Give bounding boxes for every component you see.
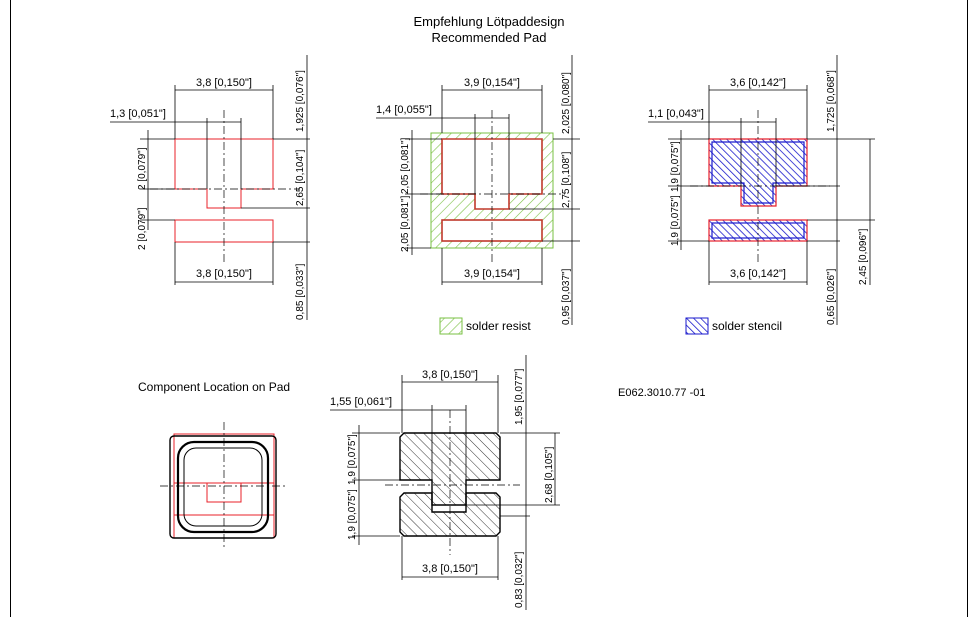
right-left-top-label: 1,9 [0,075"] [670,141,681,192]
legend: solder resist solder stencil [439,317,782,335]
document-id: E062.3010.77 -01 [618,387,706,399]
right-left-bottom-label: 1,9 [0,075"] [670,195,681,246]
right-bottom-width-label: 3,6 [0,142"] [730,268,786,280]
component-body [169,435,277,539]
right-bottom-right-label: 0,65 [0,026"] [826,268,837,325]
left-bottom-width-label: 3,8 [0,150"] [196,268,252,280]
middle-left-bottom-label: 2,05 [0,081"] [400,195,411,252]
right-right-top-label: 1,725 [0,068"] [826,70,837,132]
left-pad-drawing: 3,8 [0,150"] 1,3 [0,051"] 2 [0,079"] 2 [… [110,55,310,320]
bottom-bottom-right-label: 0,83 [0,032"] [514,551,525,608]
left-notch-width-label: 1,3 [0,051"] [110,108,166,120]
bottom-notch-width-label: 1,55 [0,061"] [330,396,392,408]
right-top-width-label: 3,6 [0,142"] [730,77,786,89]
left-right-top-label: 1,925 [0,076"] [295,70,306,132]
left-gap-height-label: 2 [0,079"] [137,207,148,250]
bottom-bottom-pad [399,492,501,537]
right-right-mid-label: 2,45 [0,096"] [858,228,869,285]
middle-bottom-right-label: 0,95 [0,037"] [561,268,572,325]
bottom-right-top-label: 1,95 [0,077"] [514,368,525,425]
bottom-top-width-label: 3,8 [0,150"] [422,369,478,381]
solder-resist-swatch [439,317,463,335]
left-top-width-label: 3,8 [0,150"] [196,77,252,89]
solder-resist-label: solder resist [466,319,531,333]
left-right-mid-label: 2,65 [0,104"] [295,149,306,206]
middle-pad-drawing: 3,9 [0,154"] 1,4 [0,055"] 2,05 [0,081"] … [376,55,580,325]
bottom-bottom-width-label: 3,8 [0,150"] [422,563,478,575]
middle-left-top-label: 2,05 [0,081"] [400,137,411,194]
title-english: Recommended Pad [431,30,547,45]
middle-top-width-label: 3,9 [0,154"] [464,77,520,89]
bottom-left-top-label: 1,9 [0,075"] [347,434,358,485]
right-notch-width-label: 1,1 [0,043"] [648,108,704,120]
middle-notch-width-label: 1,4 [0,055"] [376,104,432,116]
bottom-left-bottom-label: 1,9 [0,075"] [347,489,358,540]
right-top-pad-stencil [708,138,808,207]
solder-stencil-label: solder stencil [712,319,782,333]
left-bottom-right-label: 0,85 [0,033"] [295,263,306,320]
middle-right-top-label: 2,025 [0,080"] [561,72,572,134]
middle-bottom-width-label: 3,9 [0,154"] [464,268,520,280]
solder-stencil-swatch [685,317,709,335]
middle-right-mid-label: 2,75 [0,108"] [561,151,572,208]
bottom-right-mid-label: 2,68 [0,105"] [544,446,555,503]
drawing-frame [10,0,968,617]
component-location-drawing [160,422,288,550]
title-german: Empfehlung Lötpaddesign [413,14,565,29]
component-lens [176,440,270,534]
left-top-pad-height-label: 2 [0,079"] [137,147,148,190]
right-pad-drawing: 3,6 [0,142"] 1,1 [0,043"] 1,9 [0,075"] 1… [648,55,875,325]
bottom-pad-drawing: 3,8 [0,150"] 1,55 [0,061"] 1,9 [0,075"] … [330,355,560,610]
component-location-label: Component Location on Pad [138,380,291,394]
